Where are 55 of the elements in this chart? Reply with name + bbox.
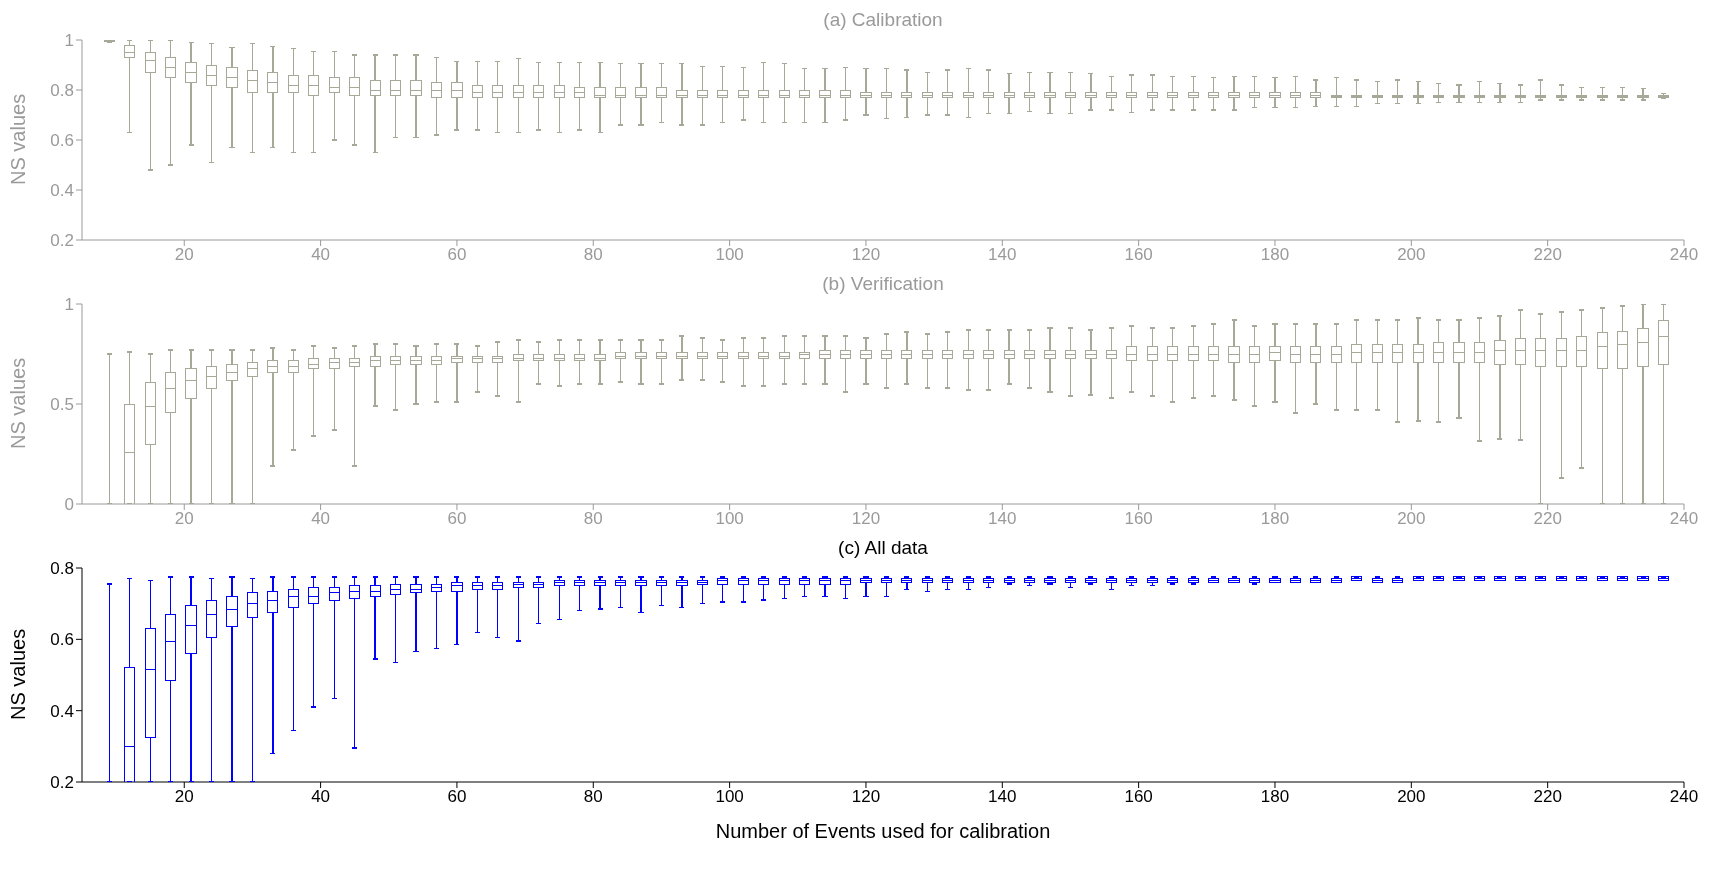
x-tick-label: 60 [447,787,467,807]
x-tick-label: 100 [715,787,744,807]
x-tick-label: 200 [1397,509,1426,529]
x-tick-label: 220 [1533,509,1562,529]
x-tick-label: 240 [1669,787,1699,807]
x-tick-label: 100 [715,509,744,529]
x-tick-label: 60 [447,245,467,265]
x-tick-label: 100 [715,245,744,265]
x-tick-label: 140 [988,787,1017,807]
chart-title: (a) Calibration [822,8,944,32]
x-tick-label: 200 [1397,787,1426,807]
x-axis-title: Number of Events used for calibration [715,820,1051,842]
y-tick-label: 0.5 [50,395,74,415]
x-tick-label: 120 [851,509,881,529]
y-tick-label: 0.2 [50,231,74,251]
x-tick-label: 160 [1124,787,1153,807]
x-tick-label: 80 [583,509,603,529]
x-tick-label: 240 [1669,509,1699,529]
y-tick-label: 1 [64,295,74,315]
y-tick-label: 0.6 [50,131,74,151]
y-tick-label: 0 [64,495,74,515]
y-axis-title: NS values [7,93,30,185]
x-tick-label: 20 [174,509,194,529]
chart-title: (c) All data [837,536,929,560]
x-tick-label: 240 [1669,245,1699,265]
x-tick-label: 40 [311,509,331,529]
y-tick-label: 1 [64,31,74,51]
y-axis-title: NS values [7,357,30,449]
x-tick-label: 180 [1260,509,1290,529]
y-tick-label: 0.6 [50,630,74,650]
x-tick-label: 160 [1124,509,1153,529]
x-tick-label: 40 [311,245,331,265]
y-tick-label: 0.4 [50,701,74,721]
x-tick-label: 220 [1533,245,1562,265]
x-tick-label: 80 [583,245,603,265]
x-tick-label: 120 [851,787,881,807]
x-tick-label: 200 [1397,245,1426,265]
y-tick-label: 0.2 [50,773,74,793]
x-tick-label: 60 [447,509,467,529]
x-tick-label: 140 [988,245,1017,265]
x-tick-label: 180 [1260,787,1290,807]
x-tick-label: 80 [583,787,603,807]
y-tick-label: 0.8 [50,559,74,579]
y-tick-label: 0.4 [50,181,74,201]
x-tick-label: 160 [1124,245,1153,265]
y-tick-label: 0.8 [50,81,74,101]
x-tick-label: 180 [1260,245,1290,265]
x-tick-label: 40 [311,787,331,807]
x-tick-label: 140 [988,509,1017,529]
x-tick-label: 220 [1533,787,1562,807]
y-axis-title: NS values [7,628,30,720]
x-tick-label: 20 [174,787,194,807]
chart-title: (b) Verification [821,272,945,296]
x-tick-label: 120 [851,245,881,265]
x-tick-label: 20 [174,245,194,265]
